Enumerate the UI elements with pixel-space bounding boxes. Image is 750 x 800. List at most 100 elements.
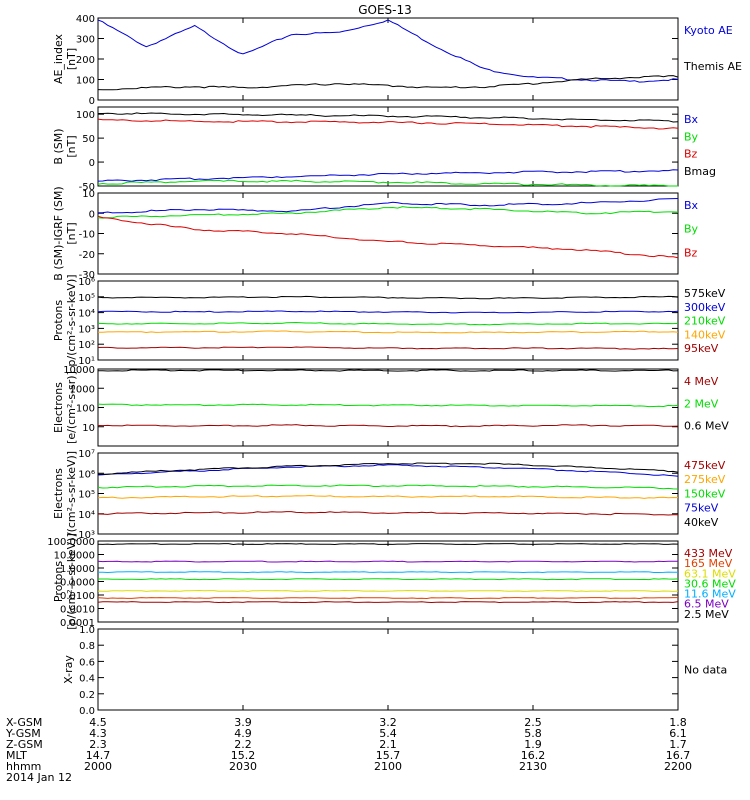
x-row-value: 3.9: [234, 716, 252, 729]
y-tick-label: 200: [76, 55, 95, 66]
series-line-140keV: [98, 330, 679, 334]
y-axis-label: Protons: [52, 300, 65, 341]
x-row-label: MLT: [6, 749, 27, 762]
x-row-label: hhmm: [6, 760, 41, 773]
series-line-165-MeV: [97, 597, 678, 600]
y-axis-label: X-ray: [62, 655, 75, 684]
legend-label: 4 MeV: [684, 375, 719, 388]
x-row-value: 1.9: [524, 738, 542, 751]
legend-label: 75keV: [684, 502, 719, 515]
legend-label: 210keV: [684, 315, 726, 328]
series-line-575keV: [97, 295, 679, 300]
y-tick-label: 10³: [78, 530, 95, 541]
y-tick-label: 10²: [78, 340, 95, 351]
y-tick-label: 50: [82, 134, 95, 145]
x-row-value: 2.5: [524, 716, 542, 729]
y-tick-label: 100: [76, 110, 95, 121]
legend-label: By: [684, 130, 699, 143]
series-line-433-MeV: [97, 601, 679, 604]
panel-bsm: -50 0 50 100 B (SM) [nT] Bx By Bz Bmag: [52, 106, 716, 193]
series-line-210keV: [97, 321, 679, 326]
y-tick-label: 10: [82, 189, 95, 200]
legend-label: 165 MeV: [684, 557, 733, 570]
series-line-30.6-MeV: [98, 578, 679, 581]
x-row-value: 6.1: [669, 727, 687, 740]
x-row-label: X-GSM: [6, 716, 42, 729]
series-line-Bx: [97, 169, 679, 182]
legend-label: Bz: [684, 246, 698, 259]
y-tick-label: 10⁴: [78, 309, 95, 320]
x-row-value: 16.7: [666, 749, 691, 762]
y-tick-label: 100: [76, 404, 95, 415]
no-data-note: No data: [684, 664, 727, 677]
y-tick-label: 1000: [70, 384, 95, 395]
y-tick-label: -10: [79, 230, 95, 241]
legend-label: Kyoto AE: [684, 24, 733, 37]
y-axis-label: Protons: [52, 561, 65, 602]
series-line-Bz: [97, 215, 679, 259]
x-row-value: 2.1: [379, 738, 397, 751]
series-line-Bx: [97, 198, 679, 214]
y-tick-label: 10000: [63, 365, 95, 376]
x-row-label: Y-GSM: [5, 727, 41, 740]
legend-label: 95keV: [684, 342, 719, 355]
x-row-value: 1.8: [669, 716, 687, 729]
y-axis-label: [nT]: [65, 135, 78, 157]
x-row-value: 4.9: [234, 727, 252, 740]
series-line-Kyoto-AE: [97, 19, 679, 83]
series-line-475keV: [97, 511, 678, 516]
y-tick-label: 0: [89, 96, 95, 107]
y-tick-label: 300: [76, 35, 95, 46]
series-line-11.6-MeV: [98, 571, 678, 574]
y-tick-label: 10: [82, 423, 95, 434]
panel-frame: [97, 106, 679, 187]
y-axis-label: /(cm²-s-sr-keV)]: [65, 451, 78, 536]
y-tick-label: 10⁴: [78, 510, 95, 521]
series-line-300keV: [97, 310, 679, 314]
y-axis-label: [nT]: [65, 48, 78, 70]
series-line-150keV: [97, 484, 679, 490]
y-tick-label: 400: [76, 14, 95, 25]
x-axis: X-GSM 4.5 3.9 3.2 2.5 1.8 Y-GSM 4.3 4.9 5.4 5.8 6.1…: [5, 716, 692, 784]
panel-electrons_kev: 10³ 10⁴ 10⁵ 10⁶ 10⁷ Electrons/(cm²-s-sr-keV)]…: [52, 449, 726, 541]
series-line-Bmag: [98, 112, 679, 123]
panel-bigrf: -30 -20 -10 0 10 B (SM)-IGRF (SM) [nT] Bx By Bz: [52, 186, 699, 281]
y-tick-label: 100.0000: [47, 537, 95, 548]
y-tick-label: 10⁵: [78, 490, 95, 501]
series-line-4-MeV: [97, 424, 679, 428]
x-row-value: 2.3: [89, 738, 107, 751]
x-row-value: 2100: [374, 760, 402, 773]
y-tick-label: 0.6: [79, 657, 95, 668]
x-row-value: 2130: [519, 760, 547, 773]
legend-label: 0.6 MeV: [684, 420, 729, 433]
y-tick-label: 10⁶: [78, 469, 95, 480]
x-row-value: 1.7: [669, 738, 687, 751]
panel-protons_mev: 0.0001 0.0010 0.0100 0.1000 1.0000 10.0000 100…: [47, 533, 736, 630]
legend-label: Bz: [684, 148, 698, 161]
panel-frame: [97, 192, 679, 275]
series-line-95keV: [97, 346, 679, 350]
y-tick-label: 0.2: [79, 690, 95, 701]
panel-frame: [97, 17, 679, 101]
y-axis-label: AE_index: [52, 33, 65, 84]
y-tick-label: 0: [89, 209, 95, 220]
x-row-value: 3.2: [379, 716, 397, 729]
y-tick-label: 0.0: [79, 706, 95, 717]
legend-label: 275keV: [684, 473, 726, 486]
y-axis-label: p/(cm²-s-sr-keV)]: [65, 274, 78, 366]
series-line-By: [97, 206, 679, 219]
series-line-2-MeV: [97, 403, 679, 408]
y-tick-label: 1.0: [79, 625, 95, 636]
panel-frame: [97, 368, 679, 447]
legend-label: By: [684, 223, 699, 236]
legend-label: Bx: [684, 113, 699, 126]
series-line-By: [97, 179, 678, 187]
series-line-6.5-MeV: [97, 560, 678, 563]
x-row-value: 4.5: [89, 716, 107, 729]
y-tick-label: 0.8: [79, 641, 95, 652]
legend-label: Bmag: [684, 165, 716, 178]
x-row-value: 14.7: [86, 749, 111, 762]
y-tick-label: 10⁷: [78, 449, 95, 460]
legend-label: 475keV: [684, 459, 726, 472]
y-tick-label: 0.1000: [60, 578, 95, 589]
